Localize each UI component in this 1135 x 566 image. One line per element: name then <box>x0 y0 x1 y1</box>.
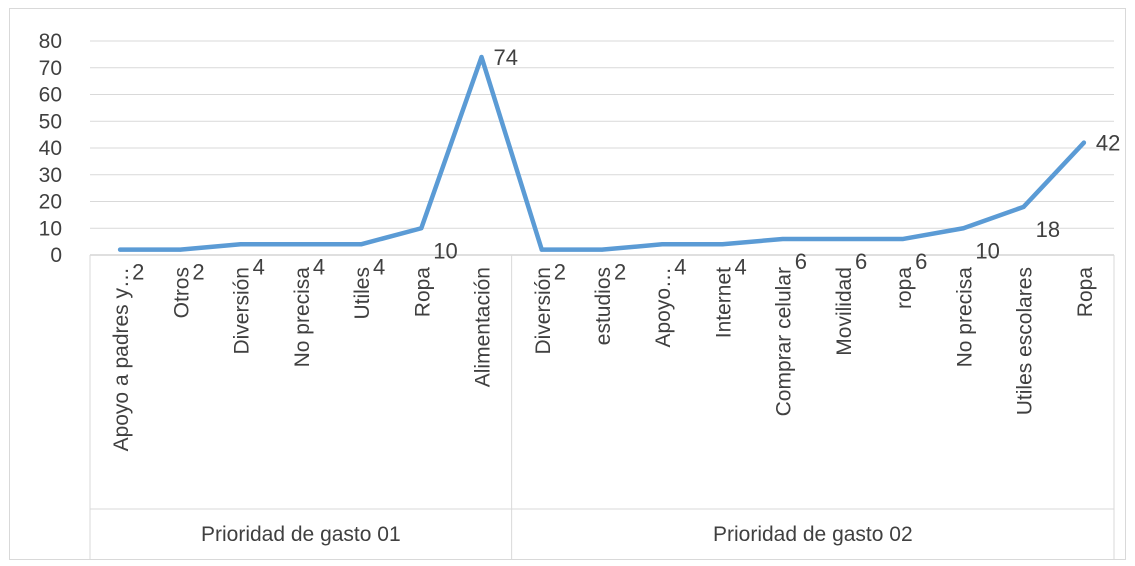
data-point <box>660 242 665 247</box>
data-label: 4 <box>734 254 746 279</box>
data-point <box>780 236 785 241</box>
x-category-label: Ropa <box>411 267 434 318</box>
x-category-label: Utiles <box>351 267 374 320</box>
group-label: Prioridad de gasto 02 <box>713 523 913 546</box>
y-tick-label: 40 <box>39 137 62 160</box>
x-category-label: Alimentación <box>472 267 495 387</box>
x-category-label: Ropa <box>1074 267 1097 318</box>
line-chart: 0 10 20 30 40 50 60 70 80 Apoyo a padres y… Otros D… <box>39 30 1120 560</box>
data-label: 10 <box>975 238 999 263</box>
x-category-label: Apoyo a padres y… <box>110 267 133 451</box>
data-point <box>359 242 364 247</box>
x-category-label: Movilidad <box>833 267 856 356</box>
x-category-label: Otros <box>170 267 193 318</box>
data-point <box>539 247 544 252</box>
x-category-label: Internet <box>712 267 735 338</box>
x-category-label: Utiles escolares <box>1014 267 1037 415</box>
x-category-label: No precisa <box>291 267 314 368</box>
y-tick-label: 50 <box>39 110 62 133</box>
data-label: 6 <box>855 249 867 274</box>
chart-area: 0 10 20 30 40 50 60 70 80 Apoyo a padres y… Otros D… <box>9 8 1126 560</box>
data-point <box>298 242 303 247</box>
data-label: 18 <box>1036 217 1060 242</box>
y-tick-label: 30 <box>39 164 62 187</box>
y-tick-label: 10 <box>39 217 62 240</box>
x-category-label: Comprar celular <box>773 267 796 416</box>
data-point <box>178 247 183 252</box>
x-category-label: Apoyo… <box>652 267 675 348</box>
y-tick-label: 0 <box>50 244 62 267</box>
x-category-label: No precisa <box>953 267 976 368</box>
data-label: 2 <box>132 260 144 285</box>
data-label: 42 <box>1096 131 1120 156</box>
x-category-label: Diversión <box>231 267 254 355</box>
data-point <box>419 226 424 231</box>
data-point <box>118 247 123 252</box>
data-point <box>600 247 604 252</box>
series-line <box>117 54 1087 252</box>
data-point <box>479 55 484 60</box>
data-label: 6 <box>795 249 807 274</box>
x-category-label: ropa <box>893 267 916 309</box>
y-tick-label: 80 <box>39 30 62 53</box>
data-point <box>840 236 845 241</box>
data-label: 4 <box>373 254 385 279</box>
data-label: 2 <box>192 260 204 285</box>
data-label: 6 <box>915 249 927 274</box>
data-label: 74 <box>494 45 518 70</box>
x-category-label: Diversión <box>532 267 555 355</box>
data-point <box>961 226 966 231</box>
group-label: Prioridad de gasto 01 <box>201 523 401 546</box>
data-point <box>1081 140 1086 145</box>
data-label: 10 <box>433 238 457 263</box>
y-tick-label: 70 <box>39 57 62 80</box>
data-label: 2 <box>614 260 626 285</box>
data-label: 4 <box>674 254 686 279</box>
x-category-label: estudios <box>592 267 615 345</box>
data-label: 2 <box>554 260 566 285</box>
data-point <box>1021 204 1026 209</box>
data-label: 4 <box>253 254 265 279</box>
data-label: 4 <box>313 254 325 279</box>
data-point <box>238 242 243 247</box>
data-point <box>720 242 725 247</box>
y-tick-label: 20 <box>39 191 62 214</box>
data-point <box>901 236 906 241</box>
y-tick-label: 60 <box>39 84 62 107</box>
